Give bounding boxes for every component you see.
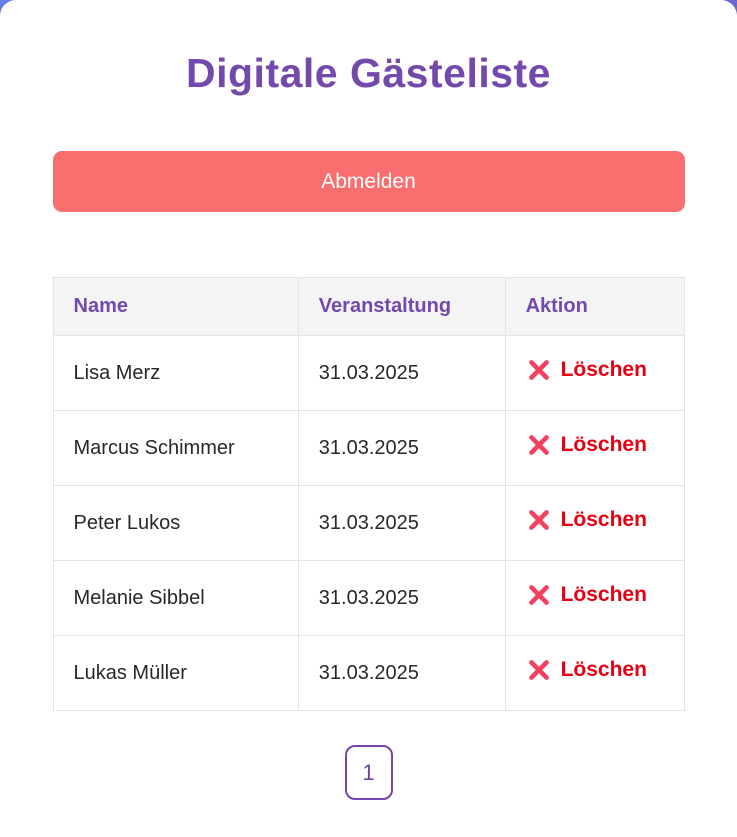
- delete-label: Löschen: [560, 658, 647, 682]
- page-title: Digitale Gästeliste: [186, 50, 551, 96]
- event-date-cell: 31.03.2025: [297, 635, 506, 712]
- delete-label: Löschen: [560, 583, 647, 607]
- x-icon: [528, 585, 549, 606]
- action-cell: Löschen: [504, 560, 685, 637]
- guest-name-cell: Lukas Müller: [52, 635, 299, 712]
- event-date-cell: 31.03.2025: [297, 485, 506, 562]
- guest-table: Name Veranstaltung Aktion Lisa Merz 31.0…: [52, 277, 685, 712]
- page-button-1[interactable]: 1: [344, 745, 393, 801]
- action-cell: Löschen: [504, 485, 685, 562]
- table-row: Peter Lukos 31.03.2025 Löschen: [52, 485, 685, 562]
- pagination: 1: [53, 745, 685, 830]
- logout-button[interactable]: Abmelden: [52, 151, 685, 213]
- guest-name-cell: Melanie Sibbel: [52, 560, 299, 637]
- event-date-cell: 31.03.2025: [297, 335, 506, 412]
- content-container: Digitale Gästeliste Abmelden Name Verans…: [52, 0, 685, 830]
- delete-label: Löschen: [560, 433, 647, 457]
- x-icon: [528, 660, 549, 681]
- event-date-cell: 31.03.2025: [297, 410, 506, 487]
- guest-name-cell: Peter Lukos: [52, 485, 299, 562]
- x-icon: [528, 360, 549, 381]
- x-icon: [528, 510, 549, 531]
- delete-button[interactable]: Löschen: [526, 507, 647, 533]
- action-cell: Löschen: [504, 410, 685, 487]
- delete-button[interactable]: Löschen: [526, 582, 647, 608]
- table-header-row: Name Veranstaltung Aktion: [52, 277, 685, 337]
- table-row: Melanie Sibbel 31.03.2025 Löschen: [52, 560, 685, 637]
- event-date-cell: 31.03.2025: [297, 560, 506, 637]
- table-row: Lisa Merz 31.03.2025 Löschen: [52, 335, 685, 412]
- column-header-event: Veranstaltung: [297, 277, 506, 337]
- guest-name-cell: Marcus Schimmer: [52, 410, 299, 487]
- column-header-action: Aktion: [504, 277, 685, 337]
- action-cell: Löschen: [504, 335, 685, 412]
- action-cell: Löschen: [504, 635, 685, 712]
- delete-label: Löschen: [560, 508, 647, 532]
- table-row: Marcus Schimmer 31.03.2025 Löschen: [52, 410, 685, 487]
- table-row: Lukas Müller 31.03.2025 Löschen: [52, 635, 685, 712]
- delete-button[interactable]: Löschen: [526, 357, 647, 383]
- delete-button[interactable]: Löschen: [526, 432, 647, 458]
- delete-label: Löschen: [560, 358, 647, 382]
- x-icon: [528, 435, 549, 456]
- guest-name-cell: Lisa Merz: [52, 335, 299, 412]
- column-header-name: Name: [52, 277, 299, 337]
- delete-button[interactable]: Löschen: [526, 657, 647, 683]
